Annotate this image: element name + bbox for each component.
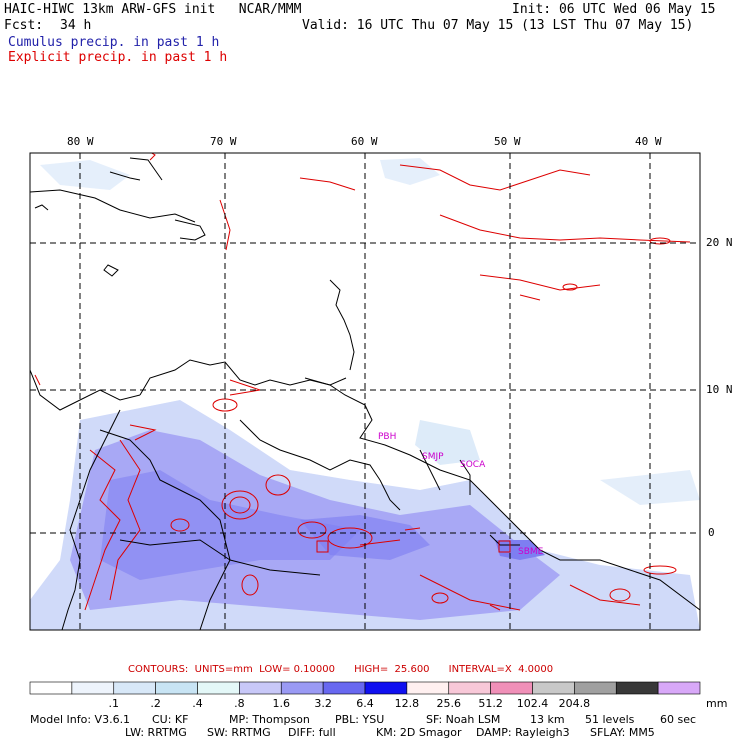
init-time: Init: 06 UTC Wed 06 May 15 bbox=[512, 2, 716, 17]
model-info-levels: 51 levels bbox=[585, 713, 635, 726]
lat-label: 0 bbox=[708, 526, 715, 539]
contours-info: CONTOURS: UNITS=mm LOW= 0.10000 HIGH= 25… bbox=[128, 664, 554, 675]
valid-time: Valid: 16 UTC Thu 07 May 15 (13 LST Thu … bbox=[302, 18, 694, 33]
model-info-timestep: 60 sec bbox=[660, 713, 697, 726]
colorbar-swatch bbox=[657, 681, 701, 695]
colorbar-swatch bbox=[280, 681, 324, 695]
lat-label: 10 N bbox=[706, 383, 733, 396]
station-label: SOCA bbox=[460, 460, 486, 470]
colorbar-tick-label: 6.4 bbox=[356, 697, 374, 710]
colorbar-swatch bbox=[574, 681, 617, 695]
model-title: HAIC-HIWC 13km ARW-GFS init NCAR/MMM bbox=[4, 2, 302, 17]
model-info-damp: DAMP: Rayleigh3 bbox=[476, 726, 570, 739]
colorbar-unit: mm bbox=[706, 697, 728, 710]
colorbar-tick-label: .8 bbox=[234, 697, 245, 710]
model-info-lw: LW: RRTMG bbox=[125, 726, 187, 739]
model-info-sw: SW: RRTMG bbox=[207, 726, 271, 739]
colorbar-swatch bbox=[322, 681, 366, 695]
lat-label: 20 N bbox=[706, 236, 733, 249]
model-info-sflay: SFLAY: MM5 bbox=[590, 726, 655, 739]
model-info-cu: CU: KF bbox=[152, 713, 189, 726]
forecast-label: Fcst: bbox=[4, 18, 44, 33]
model-info-resolution: 13 km bbox=[530, 713, 565, 726]
colorbar-tick-label: .2 bbox=[150, 697, 161, 710]
colorbar-swatch bbox=[532, 681, 575, 695]
colorbar-swatch bbox=[448, 681, 491, 695]
forecast-hour: 34 h bbox=[60, 18, 92, 33]
colorbar-swatch bbox=[29, 681, 73, 695]
coastlines bbox=[30, 157, 700, 630]
explicit-legend: Explicit precip. in past 1 h bbox=[8, 50, 228, 65]
colorbar-swatch bbox=[364, 681, 408, 695]
colorbar-tick-label: 25.6 bbox=[436, 697, 462, 710]
lon-label: 60 W bbox=[351, 135, 378, 148]
model-info-mp: MP: Thompson bbox=[229, 713, 310, 726]
colorbar-swatch bbox=[197, 681, 240, 695]
model-info-sf: SF: Noah LSM bbox=[426, 713, 501, 726]
cumulus-legend: Cumulus precip. in past 1 h bbox=[8, 35, 220, 50]
colorbar-tick-label: 204.8 bbox=[558, 697, 591, 710]
lat-lon-grid bbox=[30, 153, 700, 630]
station-label: SBME bbox=[518, 547, 544, 557]
colorbar-swatch bbox=[239, 681, 282, 695]
colorbar-tick-label: 102.4 bbox=[516, 697, 549, 710]
colorbar-swatch bbox=[113, 681, 156, 695]
colorbar-tick-label: .4 bbox=[192, 697, 203, 710]
colorbar-tick-label: 51.2 bbox=[478, 697, 503, 710]
colorbar-tick-label: 12.8 bbox=[394, 697, 420, 710]
lon-label: 80 W bbox=[67, 135, 94, 148]
model-info-diff: DIFF: full bbox=[288, 726, 336, 739]
station-label: PBH bbox=[378, 432, 397, 442]
colorbar-swatch bbox=[615, 681, 659, 695]
colorbar-tick-label: .1 bbox=[108, 697, 120, 710]
model-info-pbl: PBL: YSU bbox=[335, 713, 385, 726]
model-info-version: Model Info: V3.6.1 bbox=[30, 713, 131, 726]
map-frame bbox=[29, 152, 701, 631]
colorbar-swatch bbox=[71, 681, 115, 695]
colorbar-swatch bbox=[406, 681, 450, 695]
colorbar-swatch bbox=[490, 681, 533, 695]
colorbar bbox=[29, 681, 701, 695]
colorbar-tick-label: 3.2 bbox=[314, 697, 332, 710]
model-info-km: KM: 2D Smagor bbox=[376, 726, 462, 739]
station-label: SMJP bbox=[422, 452, 444, 462]
explicit-precip-contours bbox=[34, 153, 691, 611]
lon-label: 70 W bbox=[210, 135, 237, 148]
lon-label: 40 W bbox=[635, 135, 662, 148]
lon-label: 50 W bbox=[494, 135, 521, 148]
colorbar-swatch bbox=[155, 681, 198, 695]
colorbar-tick-label: 1.6 bbox=[272, 697, 291, 710]
